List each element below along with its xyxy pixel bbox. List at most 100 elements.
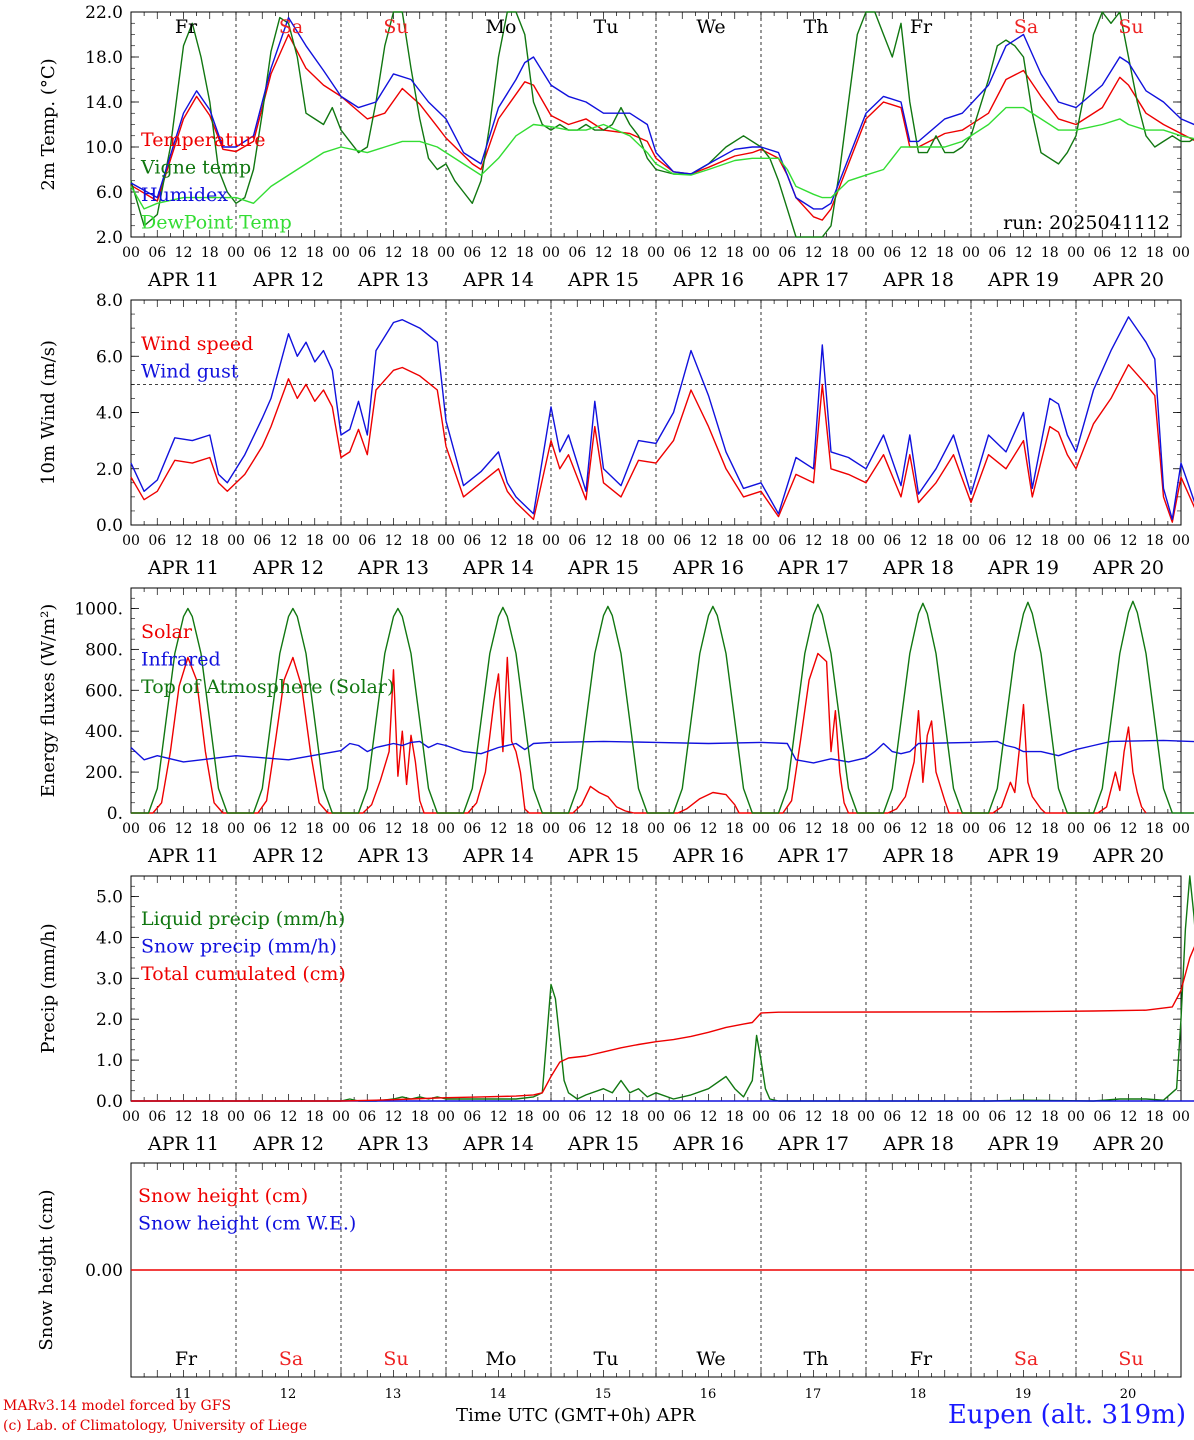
hour-tick-label: 12 — [595, 821, 613, 837]
hour-tick-label: 12 — [805, 533, 823, 549]
run-label: run: 2025041112 — [1003, 212, 1170, 234]
date-label: APR 17 — [777, 269, 849, 291]
hour-tick-label: 00 — [752, 533, 770, 549]
hour-tick-label: 00 — [857, 1109, 875, 1125]
y-tick-label: 0.0 — [96, 516, 123, 536]
date-label: APR 11 — [147, 269, 219, 291]
hour-tick-label: 00 — [122, 1109, 140, 1125]
hour-tick-label: 00 — [437, 1109, 455, 1125]
hour-tick-label: 12 — [490, 1109, 508, 1125]
day-number-label: 18 — [910, 1387, 927, 1402]
hour-tick-label: 12 — [175, 1109, 193, 1125]
hour-tick-label: 06 — [358, 245, 376, 261]
hour-tick-label: 12 — [1120, 245, 1138, 261]
date-label: APR 13 — [357, 269, 429, 291]
hour-tick-label: 18 — [726, 533, 744, 549]
hour-tick-label: 06 — [148, 821, 166, 837]
hour-tick-label: 12 — [1015, 1109, 1033, 1125]
date-label: APR 14 — [462, 845, 534, 867]
day-name-label: Tu — [594, 1348, 619, 1370]
hour-tick-label: 18 — [831, 1109, 849, 1125]
hour-tick-label: 06 — [148, 245, 166, 261]
hour-tick-label: 00 — [122, 245, 140, 261]
legend-entry: Snow height (cm) — [138, 1185, 308, 1207]
hour-tick-label: 00 — [122, 821, 140, 837]
hour-tick-label: 00 — [1067, 533, 1085, 549]
panel-2: 0.0 2.0 4.0 6.0 8.0 10m Wind (m/s) Wind speed W… — [38, 291, 1194, 579]
hour-tick-label: 06 — [568, 245, 586, 261]
hour-tick-label: 00 — [857, 245, 875, 261]
legend-entry: Wind speed — [141, 333, 253, 355]
panel-3: 0. 200. 400. 600. 800. 1000. Energy fluxes (W/… — [38, 587, 1194, 867]
date-label: APR 14 — [462, 1133, 534, 1155]
date-label: APR 15 — [567, 1133, 639, 1155]
day-number-label: 15 — [595, 1387, 612, 1402]
panel-1: 2.0 6.0 10.0 14.0 18.0 22.0 2m Temp. (°C) Tempe… — [38, 3, 1194, 291]
date-label: APR 14 — [462, 269, 534, 291]
station-label: Eupen (alt. 319m) — [947, 1400, 1186, 1430]
day-name-label: Sa — [279, 1348, 303, 1370]
date-label: APR 13 — [357, 1133, 429, 1155]
hour-tick-label: 12 — [1015, 821, 1033, 837]
y-tick-label: 8.0 — [96, 291, 123, 311]
hour-tick-label: 06 — [883, 821, 901, 837]
hour-tick-label: 18 — [621, 821, 639, 837]
day-name-label: Su — [383, 1348, 408, 1370]
hour-tick-label: 00 — [332, 1109, 350, 1125]
y-tick-label: 10.0 — [85, 138, 123, 158]
hour-tick-label: 00 — [647, 821, 665, 837]
hour-tick-label: 06 — [988, 1109, 1006, 1125]
date-label: APR 12 — [252, 845, 324, 867]
hour-tick-label: 00 — [647, 245, 665, 261]
hour-tick-label: 06 — [358, 1109, 376, 1125]
hour-tick-label: 00 — [437, 533, 455, 549]
hour-tick-label: 18 — [306, 1109, 324, 1125]
hour-tick-label: 06 — [463, 821, 481, 837]
hour-tick-label: 00 — [1067, 1109, 1085, 1125]
hour-tick-label: 00 — [752, 1109, 770, 1125]
day-name-label: Th — [804, 1348, 829, 1370]
hour-tick-label: 06 — [148, 533, 166, 549]
y-tick-label: 1000. — [74, 599, 123, 619]
date-label: APR 20 — [1092, 1133, 1164, 1155]
hour-tick-label: 06 — [988, 821, 1006, 837]
date-label: APR 20 — [1092, 845, 1164, 867]
y-tick-label: 6.0 — [96, 347, 123, 367]
hour-tick-label: 18 — [201, 1109, 219, 1125]
date-label: APR 16 — [672, 1133, 744, 1155]
hour-tick-label: 00 — [962, 821, 980, 837]
y-tick-label: 2.0 — [96, 1010, 123, 1030]
model-credit: MARv3.14 model forced by GFS — [3, 1398, 232, 1414]
hour-tick-label: 06 — [883, 533, 901, 549]
day-name-label: We — [696, 1348, 725, 1370]
y-axis-title: 10m Wind (m/s) — [38, 340, 59, 485]
hour-tick-label: 18 — [201, 245, 219, 261]
hour-tick-label: 06 — [253, 1109, 271, 1125]
date-label: APR 19 — [987, 1133, 1059, 1155]
series-line-total-cumulated-cm- — [131, 946, 1194, 1102]
hour-tick-label: 00 — [437, 245, 455, 261]
hour-tick-label: 18 — [516, 245, 534, 261]
hour-tick-label: 12 — [1120, 533, 1138, 549]
hour-tick-label: 12 — [910, 245, 928, 261]
hour-tick-label: 00 — [1172, 821, 1190, 837]
hour-tick-label: 06 — [253, 821, 271, 837]
y-axis-title: Precip (mm/h) — [38, 923, 59, 1053]
day-name-label: Th — [804, 16, 829, 38]
panel-4: 0.0 1.0 2.0 3.0 4.0 5.0 Precip (mm/h) Liquid pr… — [38, 875, 1194, 1155]
day-name-label: Mo — [486, 1348, 517, 1370]
day-number-label: 19 — [1015, 1387, 1032, 1402]
hour-tick-label: 18 — [306, 245, 324, 261]
hour-tick-label: 06 — [568, 533, 586, 549]
hour-tick-label: 12 — [280, 245, 298, 261]
hour-tick-label: 00 — [332, 245, 350, 261]
hour-tick-label: 00 — [437, 821, 455, 837]
hour-tick-label: 18 — [621, 533, 639, 549]
date-label: APR 20 — [1092, 269, 1164, 291]
date-label: APR 11 — [147, 557, 219, 579]
day-name-label: Sa — [1014, 1348, 1038, 1370]
date-label: APR 13 — [357, 557, 429, 579]
y-tick-label: 14.0 — [85, 93, 123, 113]
hour-tick-label: 06 — [463, 245, 481, 261]
plot-frame — [130, 11, 1182, 238]
